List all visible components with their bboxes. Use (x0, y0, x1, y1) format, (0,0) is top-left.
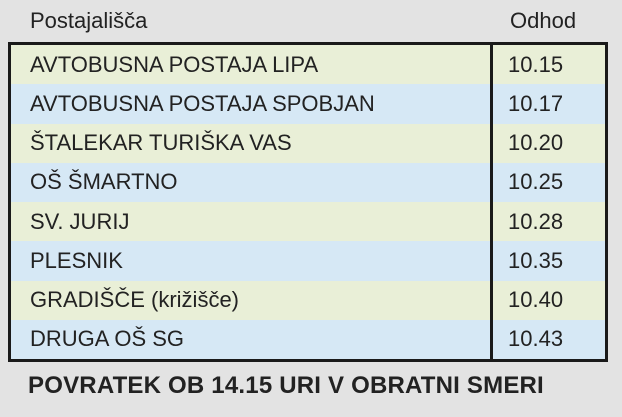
table-row: ŠTALEKAR TURIŠKA VAS 10.20 (11, 123, 605, 163)
table-row: OŠ ŠMARTNO 10.25 (11, 162, 605, 202)
table-header: Postajališča Odhod (0, 0, 622, 42)
table-row: GRADIŠČE (križišče) 10.40 (11, 280, 605, 320)
stop-name-cell: OŠ ŠMARTNO (30, 169, 178, 195)
stop-name-cell: ŠTALEKAR TURIŠKA VAS (30, 130, 292, 156)
departure-time-cell: 10.40 (490, 280, 605, 320)
return-trip-note: POVRATEK OB 14.15 URI V OBRATNI SMERI (28, 372, 544, 399)
stop-name-cell: DRUGA OŠ SG (30, 326, 185, 352)
departure-time-cell: 10.28 (490, 202, 605, 242)
stop-name-cell: SV. JURIJ (30, 208, 130, 234)
departure-time-cell: 10.35 (490, 241, 605, 281)
timetable-table: AVTOBUSNA POSTAJA LIPA 10.15 AVTOBUSNA P… (8, 42, 608, 362)
table-row: AVTOBUSNA POSTAJA SPOBJAN 10.17 (11, 84, 605, 124)
stop-name-cell: PLESNIK (30, 247, 123, 273)
stop-name-cell: AVTOBUSNA POSTAJA SPOBJAN (30, 90, 375, 116)
departure-column-header: Odhod (510, 8, 577, 33)
table-row: SV. JURIJ 10.28 (11, 202, 605, 242)
departure-time-cell: 10.17 (490, 84, 605, 124)
departure-time-cell: 10.15 (490, 45, 605, 85)
departure-time-cell: 10.43 (490, 319, 605, 359)
departure-time-cell: 10.25 (490, 162, 605, 202)
stops-column-header: Postajališča (30, 8, 148, 33)
departure-time-cell: 10.20 (490, 123, 605, 163)
table-row: AVTOBUSNA POSTAJA LIPA 10.15 (11, 45, 605, 85)
table-row: DRUGA OŠ SG 10.43 (11, 319, 605, 359)
stop-name-cell: GRADIŠČE (križišče) (30, 287, 240, 313)
table-row: PLESNIK 10.35 (11, 241, 605, 281)
stop-name-cell: AVTOBUSNA POSTAJA LIPA (30, 51, 319, 77)
